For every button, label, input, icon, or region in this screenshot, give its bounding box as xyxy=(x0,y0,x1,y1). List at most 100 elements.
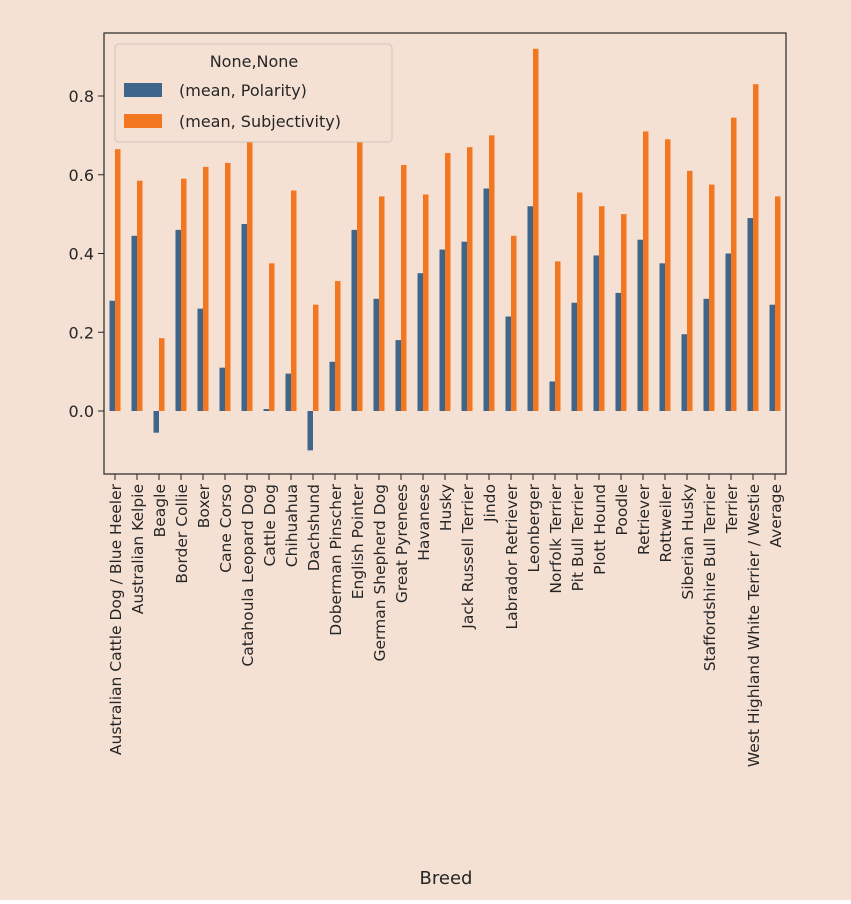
x-tick-label: Husky xyxy=(437,484,455,531)
polarity-bar-3 xyxy=(175,229,181,412)
polarity-bar-25 xyxy=(659,263,665,411)
legend-entry-1: (mean, Subjectivity) xyxy=(179,112,341,131)
polarity-bar-12 xyxy=(373,298,379,411)
legend-swatch-0 xyxy=(124,83,162,97)
subjectivity-bar-29 xyxy=(753,84,759,411)
polarity-bar-24 xyxy=(637,239,643,411)
polarity-bar-13 xyxy=(395,340,401,412)
polarity-bar-2 xyxy=(153,411,159,433)
subjectivity-bar-14 xyxy=(423,194,429,411)
subjectivity-bar-30 xyxy=(775,196,781,411)
subjectivity-bar-26 xyxy=(687,170,693,411)
x-tick-label: Cane Corso xyxy=(217,484,235,573)
polarity-bar-29 xyxy=(747,218,753,411)
x-tick-label: Norfolk Terrier xyxy=(547,483,565,593)
subjectivity-bar-4 xyxy=(203,166,209,411)
x-tick-label: Catahoula Leopard Dog xyxy=(239,484,257,667)
x-tick-label: Average xyxy=(767,484,785,548)
x-tick-label: Jack Russell Terrier xyxy=(459,483,477,629)
x-tick-label: Leonberger xyxy=(525,483,543,572)
subjectivity-bar-8 xyxy=(291,190,297,411)
y-tick-label: 0.2 xyxy=(69,323,94,342)
x-tick-label: Boxer xyxy=(195,483,213,528)
subjectivity-bar-27 xyxy=(709,184,715,411)
polarity-bar-6 xyxy=(241,223,247,411)
polarity-bar-30 xyxy=(769,304,775,411)
subjectivity-bar-16 xyxy=(467,147,473,411)
polarity-bar-14 xyxy=(417,273,423,411)
subjectivity-bar-11 xyxy=(357,78,363,411)
subjectivity-bar-9 xyxy=(313,304,319,411)
subjectivity-bar-2 xyxy=(159,338,165,411)
subjectivity-bar-19 xyxy=(533,48,539,411)
x-tick-label: Rottweiler xyxy=(657,483,675,562)
x-tick-label: Staffordshire Bull Terrier xyxy=(701,483,719,671)
polarity-bar-9 xyxy=(307,411,313,451)
polarity-bar-0 xyxy=(109,300,115,411)
subjectivity-bar-15 xyxy=(445,153,451,411)
subjectivity-bar-24 xyxy=(643,131,649,411)
polarity-bar-28 xyxy=(725,253,731,411)
x-tick-label: Chihuahua xyxy=(283,484,301,567)
y-tick-label: 0.4 xyxy=(69,245,94,264)
y-tick-label: 0.0 xyxy=(69,402,94,421)
x-tick-label: Plott Hound xyxy=(591,484,609,575)
y-tick-label: 0.6 xyxy=(69,166,94,185)
x-tick-label: Border Collie xyxy=(173,484,191,584)
subjectivity-bar-0 xyxy=(115,149,121,411)
x-tick-label: Beagle xyxy=(151,484,169,537)
polarity-bar-4 xyxy=(197,308,203,412)
x-tick-label: Dachshund xyxy=(305,484,323,571)
polarity-bar-23 xyxy=(615,292,621,412)
x-axis: Australian Cattle Dog / Blue Heeler Austr… xyxy=(107,474,785,767)
polarity-bar-16 xyxy=(461,241,467,411)
x-tick-label: English Pointer xyxy=(349,483,367,599)
x-tick-label: Cattle Dog xyxy=(261,484,279,567)
y-axis: 0.0 0.2 0.4 0.6 0.8 xyxy=(69,87,104,421)
subjectivity-bar-17 xyxy=(489,135,495,412)
x-tick-label: Great Pyrenees xyxy=(393,484,411,603)
subjectivity-bar-28 xyxy=(731,117,737,411)
bars-layer xyxy=(109,48,781,451)
polarity-bar-11 xyxy=(351,229,357,412)
plot-frame xyxy=(103,32,787,475)
polarity-bar-10 xyxy=(329,361,335,411)
subjectivity-bar-18 xyxy=(511,235,517,411)
subjectivity-bar-3 xyxy=(181,178,187,411)
x-tick-label: Australian Kelpie xyxy=(129,484,147,614)
polarity-bar-7 xyxy=(263,409,269,411)
subjectivity-bar-20 xyxy=(555,261,561,412)
subjectivity-bar-25 xyxy=(665,139,671,411)
x-tick-label: Australian Cattle Dog / Blue Heeler xyxy=(107,483,125,755)
subjectivity-bar-12 xyxy=(379,196,385,411)
subjectivity-bar-7 xyxy=(269,263,275,411)
x-tick-label: Poodle xyxy=(613,484,631,535)
polarity-bar-26 xyxy=(681,334,687,411)
x-tick-label: Havanese xyxy=(415,484,433,561)
x-tick-label: Siberian Husky xyxy=(679,484,697,600)
legend-title: None,None xyxy=(210,52,299,71)
x-tick-label: West Highland White Terrier / Westie xyxy=(745,484,763,767)
subjectivity-bar-1 xyxy=(137,180,143,411)
subjectivity-bar-5 xyxy=(225,162,231,411)
polarity-bar-18 xyxy=(505,316,511,411)
subjectivity-bar-13 xyxy=(401,164,407,411)
polarity-bar-17 xyxy=(483,188,489,411)
subjectivity-bar-6 xyxy=(247,121,253,411)
x-tick-label: Doberman Pinscher xyxy=(327,483,345,635)
subjectivity-bar-21 xyxy=(577,192,583,411)
subjectivity-bar-23 xyxy=(621,214,627,411)
legend: None,None (mean, Polarity) (mean, Subjecti… xyxy=(114,43,393,143)
x-axis-label: Breed xyxy=(420,868,473,889)
legend-box xyxy=(114,43,393,143)
polarity-bar-15 xyxy=(439,249,445,411)
x-tick-label: Labrador Retriever xyxy=(503,483,521,629)
subjectivity-bar-22 xyxy=(599,206,605,411)
x-tick-label: Jindo xyxy=(481,484,499,523)
polarity-bar-8 xyxy=(285,373,291,411)
polarity-bar-21 xyxy=(571,302,577,411)
x-tick-label: Pit Bull Terrier xyxy=(569,483,587,591)
subjectivity-bar-10 xyxy=(335,281,341,411)
legend-swatch-1 xyxy=(124,114,162,128)
